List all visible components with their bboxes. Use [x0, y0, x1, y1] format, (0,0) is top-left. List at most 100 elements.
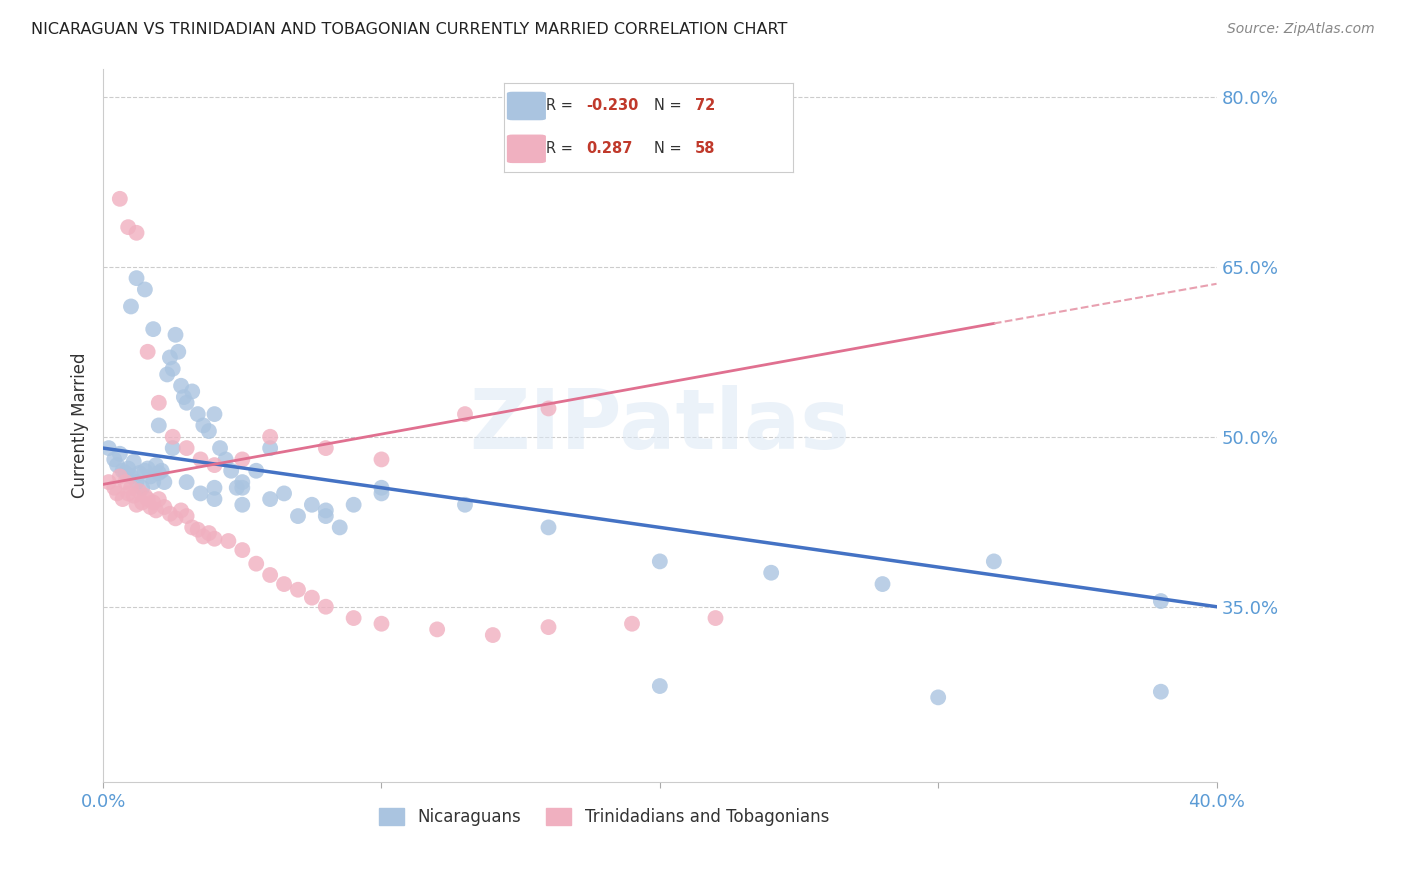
Point: [105, 486, 128, 500]
Text: ZIPatlas: ZIPatlas: [470, 385, 851, 466]
Point: [329, 520, 352, 534]
Point: [983, 554, 1005, 568]
Point: [370, 616, 392, 631]
Point: [204, 481, 226, 495]
Point: [370, 481, 392, 495]
Point: [193, 529, 215, 543]
Point: [108, 469, 131, 483]
Point: [114, 475, 136, 489]
Point: [162, 430, 184, 444]
Point: [648, 679, 671, 693]
Point: [231, 475, 253, 489]
Point: [198, 526, 221, 541]
Point: [117, 486, 139, 500]
Text: Source: ZipAtlas.com: Source: ZipAtlas.com: [1227, 22, 1375, 37]
Point: [125, 226, 148, 240]
Point: [145, 503, 167, 517]
Point: [214, 452, 236, 467]
Point: [204, 532, 226, 546]
Point: [173, 390, 195, 404]
Point: [482, 628, 505, 642]
Point: [117, 461, 139, 475]
Point: [204, 407, 226, 421]
Point: [1150, 594, 1173, 608]
Point: [176, 509, 198, 524]
Point: [181, 520, 204, 534]
Point: [170, 378, 193, 392]
Point: [208, 441, 231, 455]
Point: [927, 690, 949, 705]
Point: [162, 441, 184, 455]
Point: [537, 401, 560, 416]
Point: [142, 322, 165, 336]
Point: [259, 492, 281, 507]
Point: [315, 503, 337, 517]
Point: [273, 577, 295, 591]
Point: [273, 486, 295, 500]
Point: [454, 407, 477, 421]
Point: [108, 192, 131, 206]
Point: [245, 464, 267, 478]
Point: [204, 492, 226, 507]
Point: [148, 418, 170, 433]
Point: [225, 481, 247, 495]
Point: [190, 486, 212, 500]
Point: [120, 469, 142, 483]
Point: [134, 489, 156, 503]
Point: [162, 361, 184, 376]
Point: [198, 424, 221, 438]
Point: [105, 458, 128, 472]
Point: [122, 455, 145, 469]
Point: [343, 611, 366, 625]
Point: [245, 557, 267, 571]
Point: [142, 475, 165, 489]
Point: [167, 344, 190, 359]
Point: [287, 582, 309, 597]
Point: [148, 492, 170, 507]
Point: [193, 418, 215, 433]
Point: [287, 509, 309, 524]
Point: [165, 511, 187, 525]
Point: [142, 495, 165, 509]
Point: [128, 484, 150, 499]
Point: [125, 498, 148, 512]
Point: [134, 464, 156, 478]
Point: [231, 543, 253, 558]
Point: [145, 458, 167, 472]
Point: [134, 283, 156, 297]
Point: [231, 452, 253, 467]
Point: [111, 464, 134, 478]
Point: [259, 568, 281, 582]
Point: [301, 591, 323, 605]
Point: [343, 498, 366, 512]
Point: [103, 481, 125, 495]
Point: [426, 623, 449, 637]
Point: [259, 441, 281, 455]
Point: [108, 447, 131, 461]
Y-axis label: Currently Married: Currently Married: [72, 352, 89, 499]
Point: [136, 461, 159, 475]
Point: [872, 577, 894, 591]
Point: [217, 534, 239, 549]
Point: [537, 620, 560, 634]
Point: [176, 475, 198, 489]
Point: [131, 495, 153, 509]
Point: [370, 452, 392, 467]
Point: [131, 481, 153, 495]
Point: [122, 489, 145, 503]
Point: [704, 611, 727, 625]
Point: [120, 481, 142, 495]
Point: [153, 500, 176, 514]
Point: [103, 452, 125, 467]
Point: [187, 523, 209, 537]
Point: [136, 344, 159, 359]
Point: [117, 220, 139, 235]
Point: [537, 520, 560, 534]
Point: [231, 481, 253, 495]
Point: [620, 616, 643, 631]
Point: [259, 430, 281, 444]
Point: [97, 475, 120, 489]
Point: [114, 466, 136, 480]
Point: [125, 475, 148, 489]
Legend: Nicaraguans, Trinidadians and Tobagonians: Nicaraguans, Trinidadians and Tobagonian…: [371, 800, 838, 835]
